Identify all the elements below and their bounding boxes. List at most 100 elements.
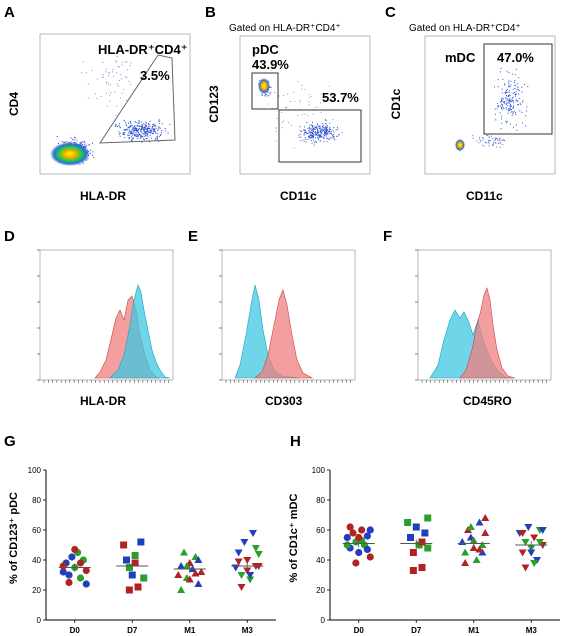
panel-b-plot [239, 35, 371, 175]
event-dot [325, 123, 327, 125]
event-dot [119, 127, 121, 129]
event-dot [506, 89, 508, 91]
event-dot [517, 93, 519, 95]
event-dot [148, 141, 150, 143]
event-dot [513, 91, 515, 93]
event-dot [155, 137, 157, 139]
event-dot [117, 65, 119, 67]
event-dot [307, 138, 309, 140]
event-dot [137, 124, 139, 126]
event-dot [302, 139, 304, 141]
event-dot [514, 88, 516, 90]
event-dot [487, 135, 489, 137]
event-dot [133, 133, 135, 135]
event-dot [524, 83, 526, 85]
event-dot [315, 137, 317, 139]
event-dot [84, 144, 86, 146]
event-dot [115, 124, 117, 126]
event-dot [126, 76, 128, 78]
data-point [82, 580, 90, 588]
event-dot [117, 85, 119, 87]
event-dot [267, 103, 269, 105]
event-dot [509, 109, 511, 111]
event-dot [150, 130, 152, 132]
event-dot [116, 72, 118, 74]
panel-c-xlabel: CD11c [466, 189, 503, 203]
event-dot [287, 93, 289, 95]
panel-b-ylabel: CD123 [207, 85, 221, 123]
event-dot [488, 143, 490, 145]
event-dot [313, 127, 315, 129]
event-dot [309, 128, 311, 130]
event-dot [131, 132, 133, 134]
event-dot [341, 132, 343, 134]
event-dot [485, 141, 487, 143]
event-dot [321, 123, 323, 125]
event-dot [261, 93, 263, 95]
event-dot [497, 142, 499, 144]
event-dot [144, 125, 146, 127]
event-dot [511, 114, 513, 116]
event-dot [137, 125, 139, 127]
event-dot [141, 131, 143, 133]
event-dot [307, 114, 309, 116]
event-dot [488, 145, 490, 147]
event-dot [325, 129, 327, 131]
event-dot [269, 93, 271, 95]
event-dot [293, 91, 295, 93]
event-dot [152, 123, 154, 125]
panel-b-letter: B [205, 4, 216, 21]
event-dot [135, 128, 137, 130]
panel-a-letter: A [4, 4, 15, 21]
event-dot [314, 142, 316, 144]
event-dot [313, 134, 315, 136]
event-dot [73, 136, 75, 138]
data-point [125, 586, 133, 594]
event-dot [325, 129, 327, 131]
event-dot [137, 130, 139, 132]
event-dot [319, 135, 321, 137]
data-point [481, 529, 490, 536]
event-dot [123, 89, 125, 91]
event-dot [303, 134, 305, 136]
event-dot [517, 89, 519, 91]
panel-b-xlabel: CD11c [280, 189, 317, 203]
event-dot [507, 110, 509, 112]
event-dot [324, 119, 326, 121]
event-dot [107, 83, 109, 85]
event-dot [309, 136, 311, 138]
event-dot [147, 136, 149, 138]
event-dot [129, 65, 131, 67]
event-dot [311, 136, 313, 138]
event-dot [508, 102, 510, 104]
event-dot [315, 126, 317, 128]
event-dot [325, 133, 327, 135]
event-dot [149, 128, 151, 130]
data-point [346, 523, 354, 531]
event-dot [308, 101, 310, 103]
data-point [404, 519, 412, 526]
event-dot [133, 130, 135, 132]
event-dot [329, 131, 331, 133]
event-dot [153, 125, 155, 127]
event-dot [282, 94, 284, 96]
event-dot [298, 108, 300, 110]
event-dot [165, 130, 167, 132]
event-dot [312, 139, 314, 141]
data-point [349, 529, 357, 537]
event-dot [514, 94, 516, 96]
event-dot [326, 137, 328, 139]
event-dot [329, 128, 331, 130]
event-dot [141, 141, 143, 143]
event-dot [137, 128, 139, 130]
event-dot [309, 127, 311, 129]
event-dot [93, 156, 95, 158]
event-dot [141, 121, 143, 123]
event-dot [316, 136, 318, 138]
event-dot [508, 86, 510, 88]
event-dot [140, 131, 142, 133]
event-dot [315, 131, 317, 133]
event-dot [320, 111, 322, 113]
data-point [59, 568, 67, 576]
panel-a-ylabel: CD4 [7, 92, 21, 116]
